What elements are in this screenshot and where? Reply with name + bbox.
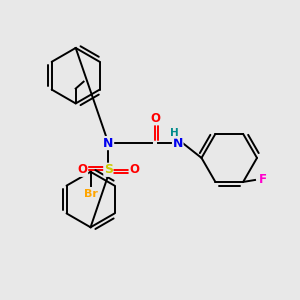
Text: H: H xyxy=(170,128,179,138)
Text: Br: Br xyxy=(84,189,98,199)
Text: O: O xyxy=(78,163,88,176)
Text: O: O xyxy=(129,163,139,176)
Text: N: N xyxy=(103,136,114,150)
Text: S: S xyxy=(104,163,113,176)
Text: O: O xyxy=(150,112,160,125)
Text: N: N xyxy=(172,136,183,150)
Text: F: F xyxy=(259,173,267,187)
